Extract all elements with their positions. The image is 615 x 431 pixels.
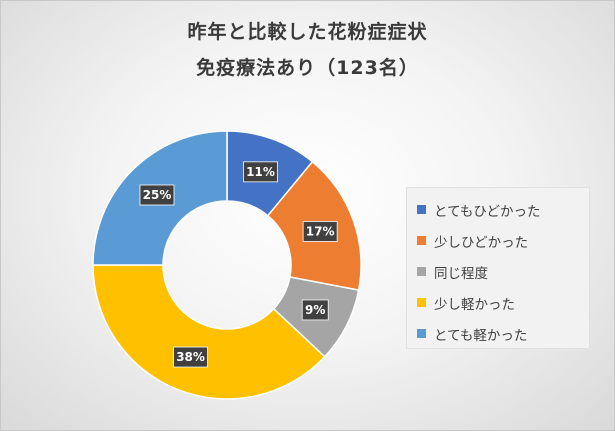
data-label-box <box>243 161 278 183</box>
chart-subtitle: 免疫療法あり（123名） <box>196 57 419 79</box>
legend-label: 少しひどかった <box>434 234 529 251</box>
legend-item-very-bad: とてもひどかった <box>417 194 589 225</box>
legend-label: とてもひどかった <box>434 203 541 220</box>
data-label-very-mild: 25% <box>139 184 175 206</box>
data-label-slightly-mild: 38% <box>173 346 208 368</box>
legend-swatch <box>417 236 426 245</box>
legend-item-very-mild: とても軽かった <box>417 318 589 349</box>
legend-swatch <box>417 298 426 307</box>
legend-swatch <box>417 329 426 338</box>
data-label-text: 9% <box>305 303 325 317</box>
data-label-text: 11% <box>246 165 275 179</box>
data-label-text: 17% <box>306 224 335 238</box>
legend-label: 同じ程度 <box>434 265 488 282</box>
legend-item-same: 同じ程度 <box>417 256 589 287</box>
legend-item-slightly-mild: 少し軽かった <box>417 287 589 318</box>
data-label-same: 9% <box>301 299 329 321</box>
legend-swatch <box>417 267 426 276</box>
data-label-box <box>173 346 208 368</box>
legend-label: とても軽かった <box>434 327 528 344</box>
data-label-text: 38% <box>176 350 205 364</box>
data-label-box <box>301 299 329 321</box>
legend: とてもひどかった 少しひどかった 同じ程度 少し軽かった とても軽かった <box>406 187 590 349</box>
chart-title: 昨年と比較した花粉症症状 <box>187 21 428 43</box>
data-label-box <box>302 221 338 242</box>
legend-label: 少し軽かった <box>434 296 515 313</box>
legend-swatch <box>417 205 426 214</box>
data-label-text: 25% <box>143 188 172 202</box>
legend-item-slightly-bad: 少しひどかった <box>417 225 589 256</box>
data-label-very-bad: 11% <box>243 161 278 183</box>
data-label-box <box>139 184 175 206</box>
data-label-slightly-bad: 17% <box>302 221 338 242</box>
donut-slice-slightly-mild <box>92 264 326 400</box>
